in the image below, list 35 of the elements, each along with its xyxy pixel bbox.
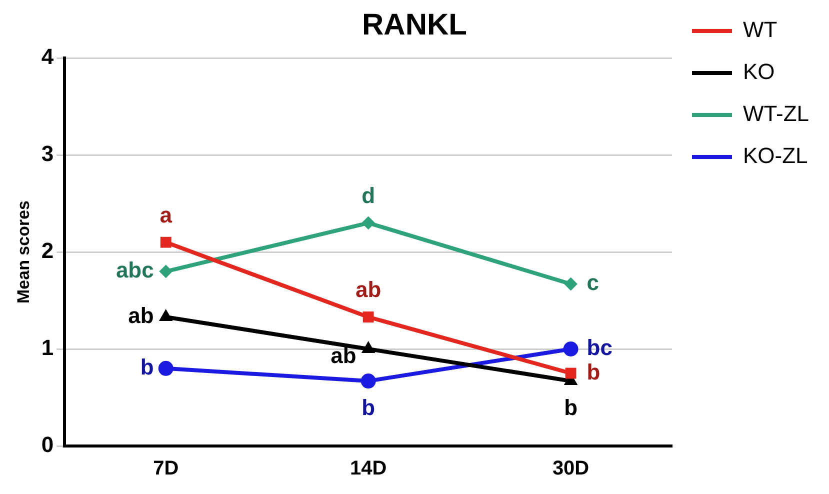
legend-label: WT xyxy=(743,17,778,42)
annotation: b xyxy=(564,395,578,420)
annotation: ab xyxy=(355,277,382,302)
legend-label: KO xyxy=(743,59,775,84)
annotation: bc xyxy=(586,335,612,360)
annotation: c xyxy=(586,270,600,296)
annotation: ab xyxy=(330,343,356,368)
legend-label: KO-ZL xyxy=(743,143,808,168)
annotation: a xyxy=(160,202,173,228)
point xyxy=(563,342,578,356)
x-tick-label: 30D xyxy=(552,458,590,480)
annotation: d xyxy=(362,182,376,208)
y-tick-label: 3 xyxy=(41,141,54,166)
annotation: ab xyxy=(128,303,154,328)
x-tick-label: 7D xyxy=(153,458,179,480)
point xyxy=(565,368,576,379)
y-tick-label: 4 xyxy=(41,44,54,70)
legend-label: WT-ZL xyxy=(743,101,810,126)
y-tick-label: 0 xyxy=(41,432,54,458)
point xyxy=(160,236,172,248)
point xyxy=(159,264,172,278)
annotation: b xyxy=(140,354,154,380)
annotation: abc xyxy=(116,257,154,282)
point xyxy=(362,216,375,230)
point xyxy=(158,360,174,376)
x-tick-label: 14D xyxy=(350,458,387,480)
chart-title: RANKL xyxy=(362,8,467,42)
y-axis-title: Mean scores xyxy=(14,200,33,304)
point xyxy=(360,374,376,389)
y-tick-label: 1 xyxy=(41,335,54,360)
annotation: b xyxy=(586,359,600,384)
annotation: b xyxy=(362,395,376,420)
point xyxy=(362,312,374,322)
y-tick-label: 2 xyxy=(41,238,54,264)
point xyxy=(564,278,578,291)
